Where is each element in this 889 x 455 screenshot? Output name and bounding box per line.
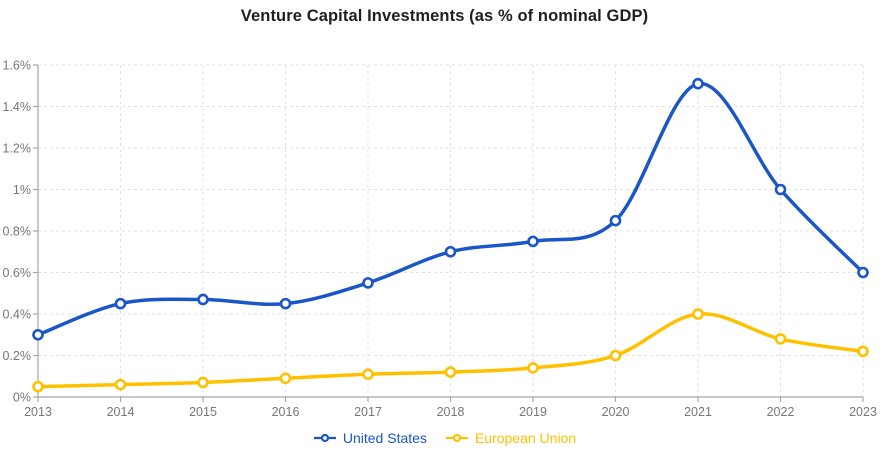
data-point-united-states[interactable] <box>444 245 457 258</box>
x-tick-label: 2018 <box>437 405 465 419</box>
y-tick-label: 0.8% <box>3 225 32 239</box>
x-tick-label: 2013 <box>24 405 52 419</box>
y-tick-label: 1.4% <box>3 100 32 114</box>
legend-item-united-states[interactable]: United States <box>313 430 427 446</box>
x-tick-label: 2023 <box>849 405 877 419</box>
series-line-united-states <box>36 81 865 337</box>
data-point-european-union[interactable] <box>527 362 539 374</box>
chart-title: Venture Capital Investments (as % of nom… <box>240 7 649 25</box>
data-point-united-states[interactable] <box>609 214 622 227</box>
data-point-united-states[interactable] <box>114 297 127 310</box>
data-point-european-union[interactable] <box>362 368 374 380</box>
data-point-european-union[interactable] <box>609 349 622 362</box>
x-tick-label: 2019 <box>519 405 547 419</box>
data-point-european-union[interactable] <box>774 333 787 345</box>
data-point-european-union[interactable] <box>32 380 44 393</box>
data-point-united-states[interactable] <box>527 235 539 248</box>
y-tick-label: 0.4% <box>3 308 32 322</box>
y-tick-label: 0.6% <box>3 266 32 280</box>
x-tick-label: 2015 <box>189 405 217 419</box>
y-tick-label: 1.6% <box>3 59 32 73</box>
data-point-european-union[interactable] <box>444 366 457 378</box>
data-point-european-union[interactable] <box>279 372 292 385</box>
data-point-european-union[interactable] <box>114 378 127 391</box>
data-point-united-states[interactable] <box>362 277 374 289</box>
line-marker-icon <box>313 433 336 443</box>
data-point-united-states[interactable] <box>279 297 292 310</box>
y-tick-label: 0.2% <box>3 349 32 363</box>
y-tick-label: 1.2% <box>3 142 32 156</box>
legend-label-united-states: United States <box>342 430 427 446</box>
data-point-united-states[interactable] <box>692 77 704 90</box>
data-point-european-union[interactable] <box>197 376 209 389</box>
data-point-united-states[interactable] <box>197 293 209 306</box>
legend-label-european-union: European Union <box>474 430 577 446</box>
data-point-united-states[interactable] <box>857 266 869 279</box>
x-tick-label: 2014 <box>107 405 135 419</box>
x-tick-label: 2021 <box>684 405 712 419</box>
x-tick-label: 2020 <box>602 405 630 419</box>
x-tick-label: 2017 <box>354 405 382 419</box>
legend: United States European Union <box>0 430 889 446</box>
y-tick-label: 0% <box>13 391 31 405</box>
legend-item-european-union[interactable]: European Union <box>445 430 576 446</box>
data-point-united-states[interactable] <box>774 183 787 196</box>
y-tick-label: 1% <box>13 183 31 197</box>
data-point-european-union[interactable] <box>692 308 704 320</box>
data-point-united-states[interactable] <box>32 328 44 341</box>
data-point-european-union[interactable] <box>857 345 869 358</box>
x-tick-label: 2016 <box>272 405 300 419</box>
x-tick-label: 2022 <box>767 405 795 419</box>
line-marker-icon <box>445 433 468 443</box>
line-chart[interactable]: 0% 0.2% 0.4% 0.6% 0.8% 1% 1.2% 1.4% 1.6% 2013 2014… <box>0 0 889 430</box>
